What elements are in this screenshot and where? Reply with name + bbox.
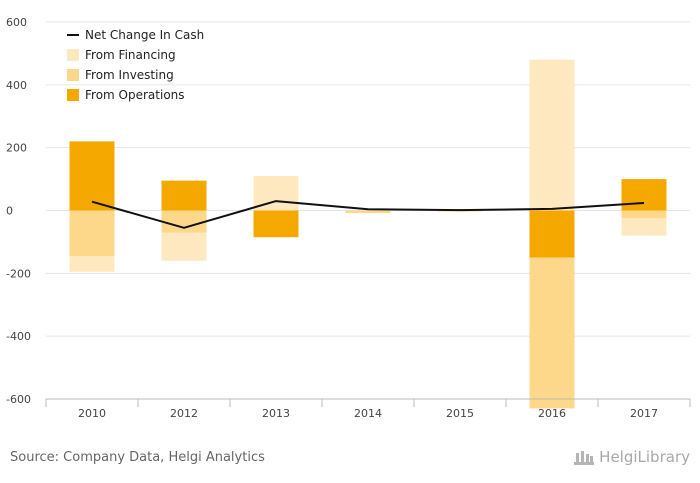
brand-logo: HelgiLibrary: [573, 448, 690, 466]
legend-label: From Operations: [85, 88, 185, 102]
y-tick-label: -400: [6, 330, 31, 343]
legend-label: From Investing: [85, 68, 174, 82]
legend-swatch: [67, 69, 79, 81]
x-tick-label: 2012: [170, 407, 198, 420]
bar-from-operations: [529, 210, 575, 258]
bar-from-operations: [253, 210, 299, 238]
bar-from-operations: [69, 141, 115, 211]
legend-label: From Financing: [85, 48, 176, 62]
source-note: Source: Company Data, Helgi Analytics: [10, 450, 265, 465]
net-change-line: [91, 200, 645, 229]
x-tick-label: 2013: [262, 407, 290, 420]
y-tick-label: 400: [6, 79, 27, 92]
bar-from-financing: [161, 232, 207, 261]
bar-from-investing: [69, 210, 115, 257]
x-tick-label: 2017: [630, 407, 658, 420]
bar-from-investing: [529, 257, 575, 409]
axes: 600 400 200 0 -200 -400 -600 2010 2012 2013 2014 20…: [6, 16, 691, 420]
y-tick-label: -200: [6, 267, 31, 280]
net-change-line-layer: [91, 200, 645, 229]
bar-from-investing: [161, 210, 207, 233]
bar-from-financing: [621, 218, 667, 236]
bars: [69, 59, 667, 409]
brand-name: HelgiLibrary: [599, 448, 690, 466]
legend-label: Net Change In Cash: [85, 28, 204, 42]
y-tick-label: 0: [6, 205, 13, 218]
legend-swatch: [67, 49, 79, 61]
x-tick-label: 2015: [446, 407, 474, 420]
chart: 600 400 200 0 -200 -400 -600 2010 2012 2013 2014 20…: [6, 16, 691, 420]
y-tick-label: -600: [6, 393, 31, 406]
bar-from-operations: [161, 180, 207, 211]
x-tick-label: 2010: [78, 407, 106, 420]
legend-swatch: [67, 89, 79, 101]
bar-from-investing: [345, 210, 391, 214]
x-tick-label: 2014: [354, 407, 382, 420]
bar-from-operations: [621, 179, 667, 211]
bar-from-financing: [529, 59, 575, 211]
bar-from-financing: [69, 256, 115, 272]
library-icon: [574, 451, 595, 465]
x-tick-label: 2016: [538, 407, 566, 420]
bar-from-investing: [621, 210, 667, 219]
y-tick-label: 600: [6, 16, 27, 29]
y-tick-label: 200: [6, 142, 27, 155]
legend: Net Change In Cash From Financing From Inv…: [67, 28, 204, 102]
